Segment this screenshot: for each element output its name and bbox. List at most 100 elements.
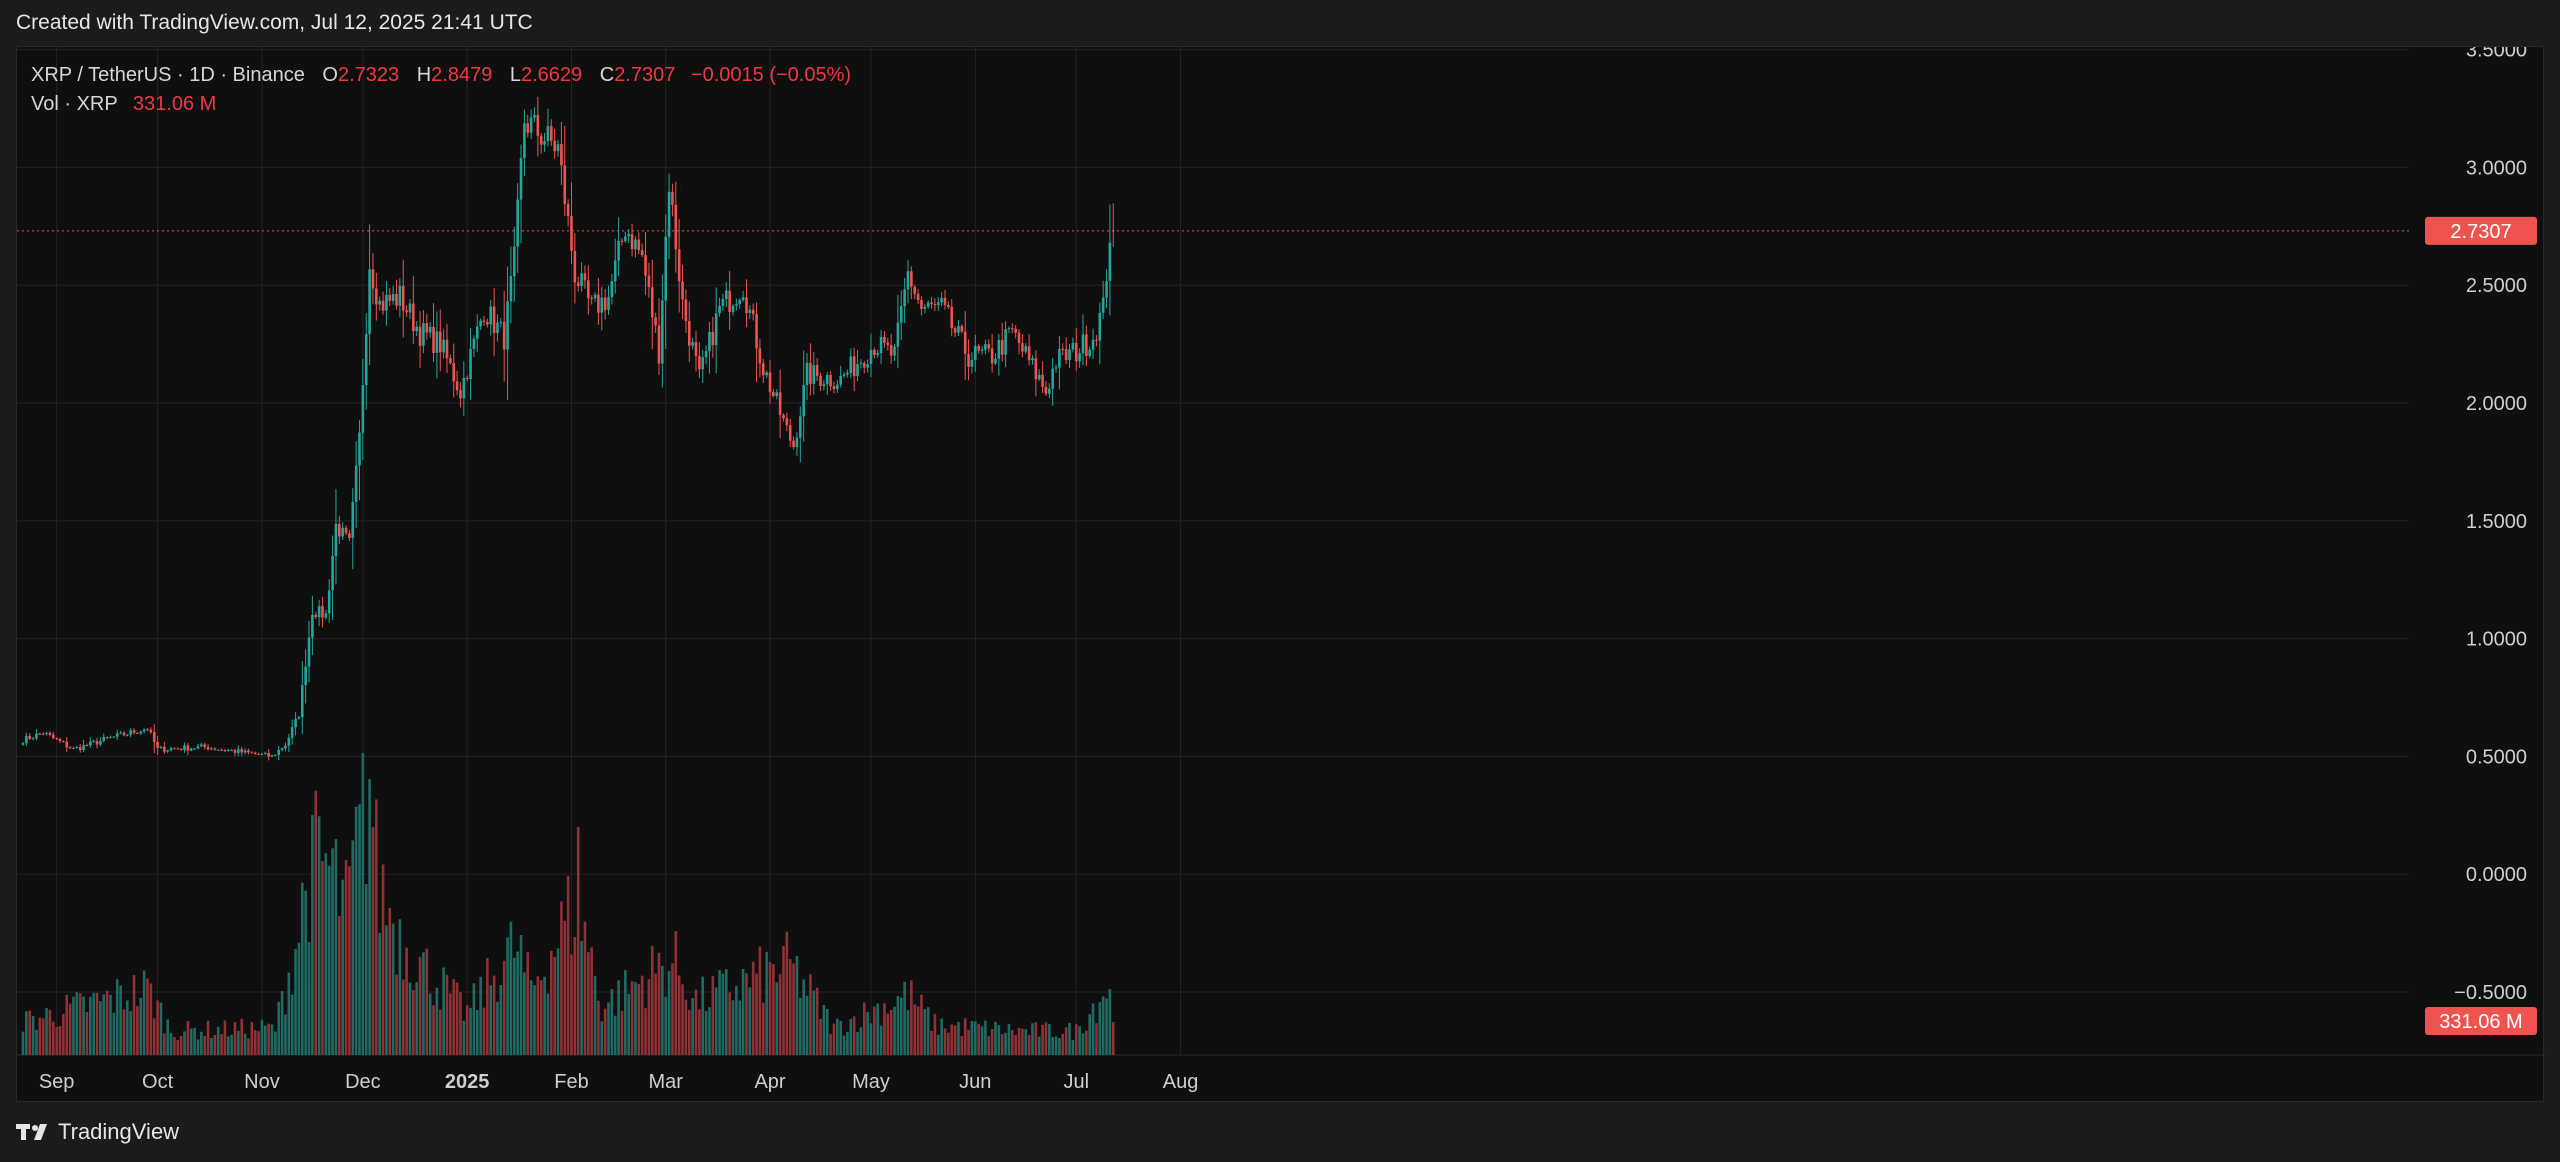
candle bbox=[1081, 314, 1085, 366]
candle-body bbox=[1091, 339, 1095, 350]
volume-bar bbox=[708, 1007, 711, 1055]
candle-body bbox=[388, 294, 392, 301]
candle bbox=[351, 488, 355, 570]
candle-body bbox=[691, 342, 694, 346]
volume-bar bbox=[109, 994, 112, 1055]
volume-bar bbox=[523, 972, 526, 1055]
candle bbox=[506, 266, 509, 401]
volume-bar bbox=[879, 1025, 883, 1055]
volume-bar bbox=[674, 931, 678, 1055]
candle-body bbox=[667, 191, 671, 237]
volume-bar bbox=[1021, 1028, 1024, 1055]
chart-panel[interactable]: 3.5000 3.0000 2.5000 2.0000 1.5000 1.0000 0.50… bbox=[16, 46, 2545, 1103]
volume-bar bbox=[1017, 1027, 1021, 1055]
volume-bar bbox=[183, 1031, 186, 1055]
candle bbox=[321, 596, 324, 628]
volume-bar bbox=[1014, 1035, 1017, 1055]
volume-bar bbox=[731, 1000, 735, 1055]
candle-body bbox=[462, 377, 466, 399]
candle-body bbox=[45, 732, 48, 735]
volume-bar bbox=[718, 970, 721, 1055]
candle bbox=[452, 343, 456, 398]
volume-bar bbox=[206, 1020, 210, 1055]
volume-bar bbox=[496, 1001, 499, 1055]
volume-bar bbox=[950, 1024, 954, 1055]
volume-bar bbox=[1071, 1040, 1075, 1055]
volume-bar bbox=[398, 919, 402, 1055]
candle bbox=[58, 737, 62, 743]
candle-body bbox=[375, 288, 378, 305]
volume-bar bbox=[809, 974, 812, 1055]
candle-body bbox=[977, 345, 980, 351]
volume-bar bbox=[856, 1032, 859, 1055]
volume-bar bbox=[772, 964, 775, 1055]
volume-bar bbox=[957, 1021, 960, 1055]
candle bbox=[836, 380, 839, 393]
volume-bar bbox=[287, 972, 291, 1055]
candle bbox=[331, 535, 334, 621]
candle-body bbox=[1041, 374, 1044, 387]
price-tick-label: 1.0000 bbox=[2466, 629, 2527, 651]
volume-bar bbox=[886, 1013, 890, 1055]
candle-body bbox=[519, 158, 523, 200]
volume-bar bbox=[442, 967, 445, 1055]
volume-bar bbox=[65, 994, 69, 1055]
candle bbox=[354, 441, 358, 528]
candle-body bbox=[815, 365, 819, 376]
candle-body bbox=[1024, 346, 1028, 352]
candle bbox=[496, 314, 499, 342]
volume-bar bbox=[654, 973, 657, 1055]
candle-body bbox=[1007, 328, 1011, 330]
volume-bar bbox=[126, 1000, 129, 1055]
candle-body bbox=[846, 372, 849, 375]
candle bbox=[435, 311, 439, 379]
candle bbox=[795, 432, 799, 456]
volume-bar bbox=[1051, 1037, 1054, 1055]
volume-bar bbox=[435, 987, 439, 1055]
candle bbox=[1044, 381, 1048, 397]
candle bbox=[667, 173, 671, 260]
candle bbox=[805, 353, 809, 400]
candle-body bbox=[822, 384, 826, 387]
volume-bar bbox=[516, 951, 519, 1055]
volume-bar bbox=[418, 957, 422, 1055]
candle bbox=[68, 746, 72, 749]
time-axis: Sep Oct Nov Dec 2025 Feb Mar Apr May Jun Jul Aug bbox=[39, 1071, 1199, 1093]
candle-body bbox=[825, 375, 829, 385]
volume-bar bbox=[920, 994, 923, 1055]
candle-body bbox=[119, 732, 122, 734]
candle-body bbox=[1011, 328, 1014, 330]
candle bbox=[671, 183, 674, 217]
volume-bar bbox=[455, 982, 459, 1055]
candle-body bbox=[748, 309, 752, 314]
price-tick-label: 0.5000 bbox=[2466, 746, 2527, 768]
price-chart[interactable]: 3.5000 3.0000 2.5000 2.0000 1.5000 1.0000 0.50… bbox=[17, 47, 2545, 1103]
candle-body bbox=[321, 606, 324, 618]
candle bbox=[1111, 203, 1115, 247]
volume-bar bbox=[1048, 1023, 1051, 1055]
candle bbox=[45, 731, 48, 736]
candle bbox=[980, 345, 984, 355]
grid-lines bbox=[17, 47, 2545, 1056]
volume-bar bbox=[1037, 1036, 1041, 1055]
candle bbox=[812, 352, 816, 395]
volume-bar bbox=[331, 848, 334, 1055]
candle bbox=[25, 732, 28, 747]
candle-body bbox=[438, 331, 442, 353]
tradingview-logo[interactable]: TradingView bbox=[16, 1119, 179, 1145]
candle bbox=[721, 293, 725, 311]
candle-body bbox=[637, 239, 641, 251]
volume-bar bbox=[751, 961, 755, 1055]
candle bbox=[31, 736, 35, 741]
candle bbox=[583, 265, 587, 289]
candle bbox=[573, 233, 577, 304]
volume-bar bbox=[408, 982, 412, 1055]
candle bbox=[832, 381, 836, 394]
candle bbox=[1068, 343, 1071, 368]
candle-body bbox=[189, 748, 193, 751]
candle-body bbox=[72, 748, 75, 750]
candle-body bbox=[593, 294, 597, 299]
volume-bar bbox=[351, 840, 355, 1055]
candle bbox=[1078, 348, 1081, 368]
candle bbox=[1048, 383, 1051, 399]
